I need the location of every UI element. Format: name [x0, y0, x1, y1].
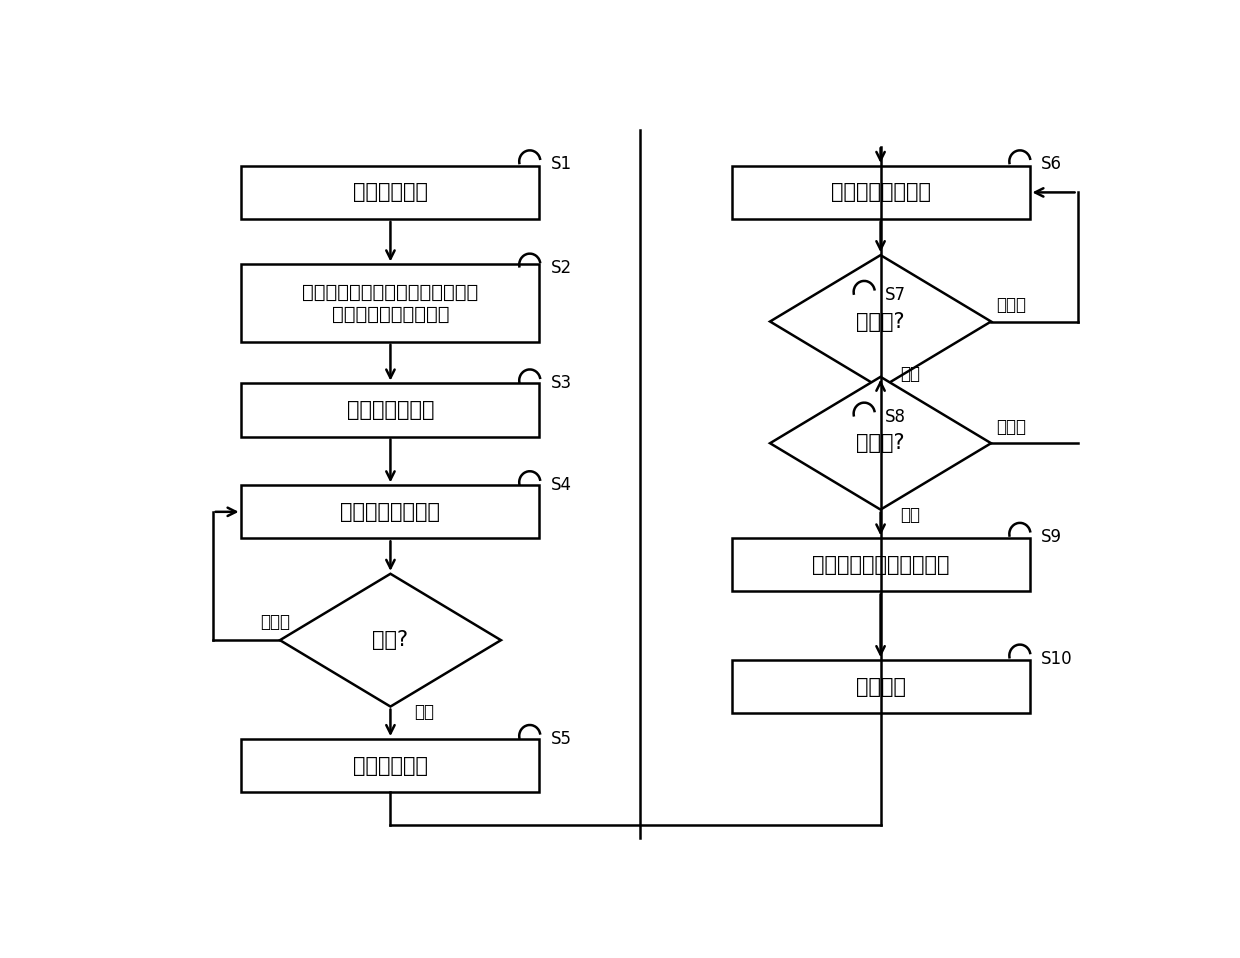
- Text: 粉碎、混匀和过筛: 粉碎、混匀和过筛: [831, 182, 930, 202]
- Text: S1: S1: [551, 155, 572, 173]
- Text: 计算每种硝基呋喃类药物的初始药
浴浓度，控制药浴条件: 计算每种硝基呋喃类药物的初始药 浴浓度，控制药浴条件: [303, 283, 479, 324]
- Text: S4: S4: [551, 476, 572, 494]
- Bar: [242, 166, 539, 219]
- Text: 真空冷冻干燥: 真空冷冻干燥: [353, 756, 428, 776]
- Text: S5: S5: [551, 730, 572, 748]
- Text: S6: S6: [1042, 155, 1061, 173]
- Polygon shape: [280, 574, 501, 707]
- Text: S8: S8: [885, 408, 906, 425]
- Text: 合格?: 合格?: [372, 630, 408, 650]
- Text: S7: S7: [885, 285, 906, 304]
- Text: 实验动物选择: 实验动物选择: [353, 182, 428, 202]
- Text: 不合格: 不合格: [260, 613, 290, 630]
- Bar: [242, 739, 539, 792]
- Text: 稳定性?: 稳定性?: [857, 433, 905, 453]
- Text: 合格: 合格: [900, 506, 920, 524]
- Text: 匀浆、均匀性检测: 匀浆、均匀性检测: [341, 502, 440, 522]
- Text: S2: S2: [551, 259, 572, 277]
- Bar: [242, 383, 539, 437]
- Text: 真空包装: 真空包装: [856, 676, 905, 696]
- Text: 协作定值及不确定度分析: 协作定值及不确定度分析: [812, 555, 950, 575]
- Polygon shape: [770, 376, 991, 510]
- Polygon shape: [770, 255, 991, 388]
- Text: 取鱼类肌肉样品: 取鱼类肌肉样品: [347, 400, 434, 420]
- Text: 不合格: 不合格: [996, 296, 1025, 314]
- Bar: [242, 264, 539, 342]
- Bar: [732, 166, 1029, 219]
- Text: S10: S10: [1042, 650, 1073, 668]
- Text: 不合格: 不合格: [996, 418, 1025, 436]
- Text: S9: S9: [1042, 528, 1061, 546]
- Text: S3: S3: [551, 375, 572, 393]
- Text: 合格: 合格: [414, 703, 434, 720]
- Bar: [242, 486, 539, 538]
- Text: 合格: 合格: [900, 364, 920, 382]
- Text: 均匀性?: 均匀性?: [857, 311, 905, 331]
- Bar: [732, 660, 1029, 713]
- Bar: [732, 538, 1029, 591]
